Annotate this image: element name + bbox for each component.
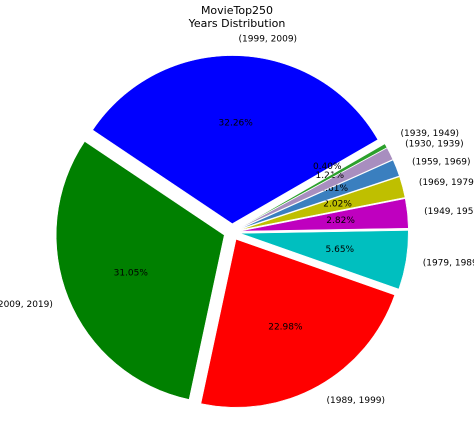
slice-percent-label: 31.05% <box>114 268 149 278</box>
chart-title: MovieTop250 Years Distribution <box>0 4 474 30</box>
slice-label: (1999, 2009) <box>239 34 298 44</box>
pie-slice <box>239 159 400 230</box>
slice-percent-label: 0.40% <box>313 162 342 172</box>
slice-label: (1939, 1949) <box>401 129 460 139</box>
pie-slice <box>240 230 409 290</box>
pie-slice <box>92 55 379 224</box>
slice-label: (1979, 1989) <box>423 258 474 268</box>
slice-percent-label: 22.98% <box>268 323 303 333</box>
chart-subtitle-line: Years Distribution <box>188 17 286 30</box>
slice-percent-label: 5.65% <box>326 245 355 255</box>
chart-title-line: MovieTop250 <box>200 4 274 17</box>
slice-percent-label: 2.02% <box>323 200 352 210</box>
slice-label: (1959, 1969) <box>412 157 471 167</box>
slice-percent-label: 32.26% <box>219 118 254 128</box>
slice-label: (1989, 1999) <box>326 396 385 406</box>
pie-slice <box>240 198 409 232</box>
slice-label: (1949, 1959) <box>424 207 474 217</box>
slice-label: (1969, 1979) <box>419 178 474 188</box>
pie-slice <box>56 141 225 400</box>
pie-slice <box>240 176 406 231</box>
pie-slice <box>239 143 388 229</box>
slice-percent-label: 2.82% <box>326 216 355 226</box>
pie-slice <box>239 147 394 229</box>
slice-percent-label: 1.61% <box>319 184 348 194</box>
slice-label: (2009, 2019) <box>0 300 53 310</box>
slice-label: (1930, 1939) <box>405 140 464 150</box>
pie-slice <box>200 238 395 408</box>
